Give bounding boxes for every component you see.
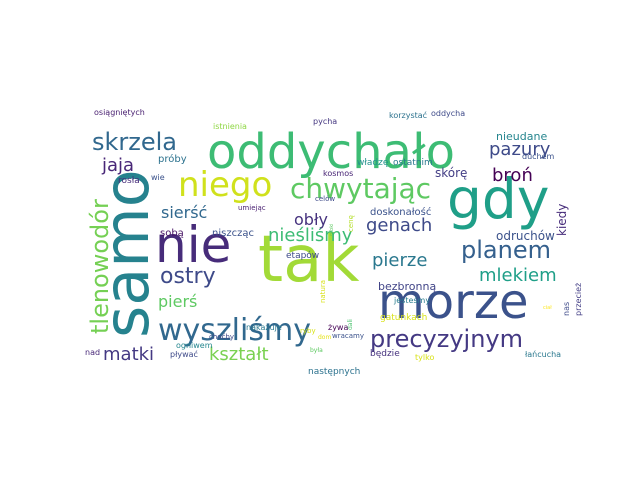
cloud-word: nie (155, 216, 231, 274)
cloud-word: kosmos (323, 169, 353, 178)
cloud-word: skórę (435, 166, 467, 180)
cloud-word: wracamy (332, 332, 364, 340)
cloud-word: następnych (308, 367, 360, 377)
cloud-word: ostatnim (393, 158, 433, 168)
cloud-word: ciał (543, 305, 552, 311)
cloud-word: ostry (160, 264, 216, 289)
cloud-word: morze (378, 274, 529, 330)
cloud-word: tlenowodór (86, 199, 114, 334)
cloud-word: samo (90, 169, 163, 338)
cloud-word: etapów (286, 250, 319, 261)
cloud-word: ryby (300, 327, 316, 335)
cloud-word: matki (103, 344, 154, 365)
cloud-word: precyzyjnym (370, 325, 523, 353)
cloud-word: pazury (489, 139, 551, 160)
cloud-word: tak (258, 223, 359, 297)
cloud-word: oddycha (431, 109, 465, 118)
cloud-word: przecież (574, 283, 583, 316)
cloud-word: skrzela (92, 128, 177, 156)
cloud-word: mlekiem (479, 265, 557, 286)
cloud-word: wie (151, 173, 165, 182)
cloud-word: łańcucha (525, 350, 561, 359)
cloud-word: niego (178, 165, 272, 205)
cloud-word: niszcząc (212, 228, 254, 239)
cloud-word: żywa (328, 323, 348, 332)
cloud-word: dali (347, 319, 354, 330)
cloud-word: pierze (372, 250, 427, 271)
cloud-word: doskonałość (370, 206, 431, 218)
cloud-word: będzie (370, 349, 400, 359)
cloud-word: dom (318, 334, 331, 341)
cloud-word: bezbronną (378, 280, 436, 293)
cloud-word: gatunkach (380, 313, 427, 323)
cloud-word: broń (492, 165, 533, 186)
cloud-word: choćby (209, 333, 234, 341)
cloud-word: pierś (158, 292, 197, 311)
cloud-word: duchem (522, 152, 555, 161)
cloud-word: genach (366, 215, 432, 236)
cloud-word: pływać (170, 349, 198, 359)
cloud-word: wyszliśmy (158, 313, 311, 348)
cloud-word: oddychało (207, 124, 455, 180)
cloud-word: ogniwem (176, 341, 213, 350)
cloud-word: nieśliśmy (268, 225, 353, 246)
cloud-word: odruchów (496, 229, 555, 243)
cloud-word: była (310, 347, 323, 354)
cloud-word: nad (85, 348, 100, 357)
cloud-word: sierść (161, 203, 207, 222)
cloud-word: kształt (209, 344, 269, 365)
cloud-word: cenę (347, 215, 355, 232)
cloud-word: planem (461, 236, 551, 264)
cloud-word: władzę (357, 158, 389, 168)
cloud-word: tylko (415, 353, 434, 362)
cloud-word: korzystać (389, 110, 427, 120)
cloud-word: obły (294, 210, 328, 229)
cloud-word: kiedy (555, 204, 569, 236)
cloud-word: umiejąc (238, 204, 266, 212)
cloud-word: jesteśmy (393, 295, 430, 305)
cloud-word: istnienia (213, 122, 247, 131)
cloud-word: celów (315, 195, 335, 203)
cloud-word: rybki (329, 224, 335, 236)
cloud-word: nieudane (496, 130, 547, 143)
cloud-word: osiągniętych (94, 108, 145, 117)
cloud-word: sobą (160, 228, 184, 239)
cloud-word: natura (319, 280, 327, 303)
cloud-word: chwytając (290, 172, 431, 205)
cloud-word: próby (158, 153, 187, 165)
cloud-word: jaja (101, 155, 134, 176)
cloud-word: pycha (313, 117, 337, 126)
cloud-word: rosła (118, 176, 140, 186)
cloud-word: gdy (447, 167, 549, 231)
cloud-word: nas (562, 302, 571, 316)
cloud-word: nakazuje (246, 323, 282, 332)
